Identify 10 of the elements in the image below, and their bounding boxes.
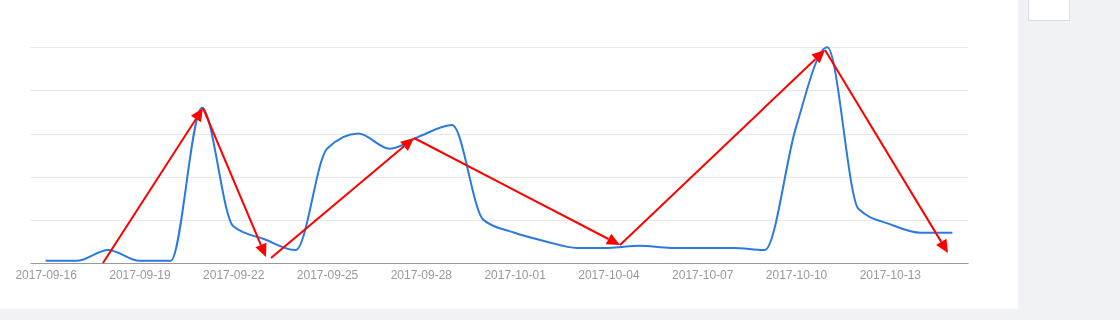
x-tick-label: 2017-09-25	[296, 267, 359, 282]
x-tick-label: 2017-09-28	[390, 267, 453, 282]
x-tick-label: 2017-09-16	[15, 267, 78, 282]
x-tick-label: 2017-10-04	[578, 267, 640, 282]
x-tick-label: 2017-09-22	[203, 267, 265, 282]
x-tick-label: 2017-10-01	[484, 267, 547, 282]
x-tick-label: 2017-09-19	[109, 267, 171, 282]
x-tick-label: 2017-10-13	[859, 267, 922, 282]
x-tick-label: 2017-10-07	[672, 267, 734, 282]
x-tick-label: 2017-10-10	[765, 267, 828, 282]
